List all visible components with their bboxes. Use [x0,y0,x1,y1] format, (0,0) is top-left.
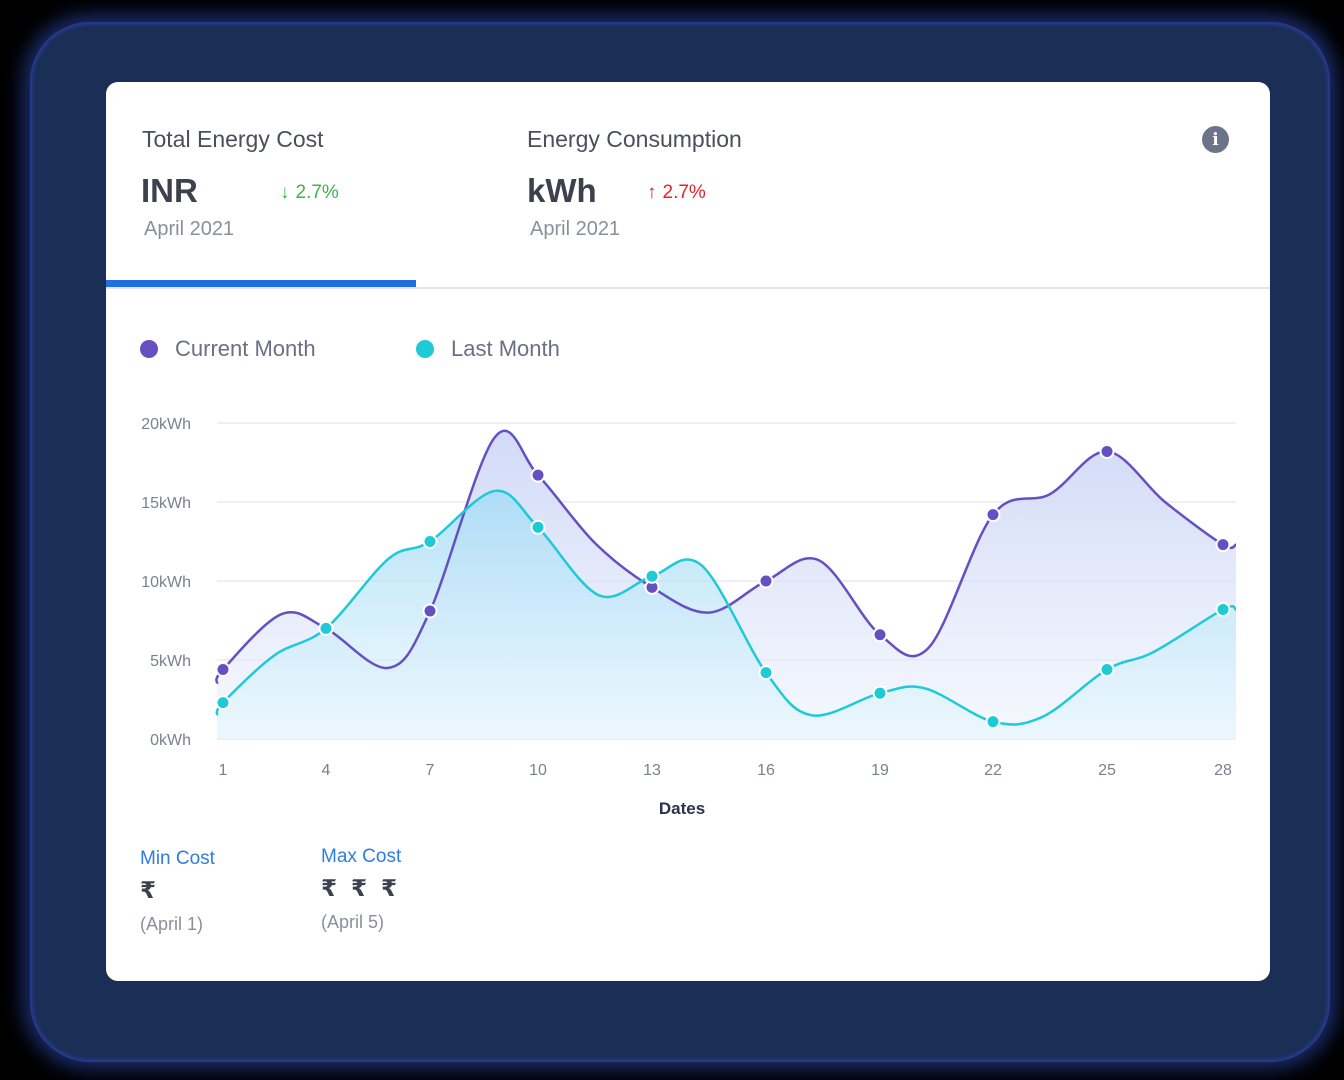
data-point[interactable] [422,534,438,549]
x-tick-label: 10 [529,762,547,779]
delta-badge: ↑ 2.7% [647,182,706,204]
data-point[interactable] [985,714,1001,730]
x-axis-label: Dates [659,799,705,818]
data-point[interactable] [530,519,546,535]
stat-date: (April 1) [140,914,204,934]
data-point[interactable] [422,603,438,619]
x-tick-label: 16 [757,762,775,779]
arrow-down-icon: ↓ [280,182,290,203]
x-tick-label: 7 [426,762,435,779]
y-tick-label: 20kWh [141,416,191,433]
y-tick-label: 0kWh [150,732,191,749]
delta-value: 2.7% [295,182,339,203]
energy-area-chart[interactable]: 0kWh 5kWh 10kWh 15kWh 20kWh 1 4 7 10 13 16 19 22 25 2… [106,82,1270,842]
rupee-icon: ₹ [140,878,160,904]
y-tick-label: 15kWh [141,495,191,512]
energy-dashboard-card: Total Energy Cost INR ↓ 2.7% April 2021 … [106,82,1270,981]
tab-total-energy-cost[interactable]: Total Energy Cost INR ↓ 2.7% April 2021 [106,82,416,288]
tab-period: April 2021 [144,218,235,240]
data-point[interactable] [215,661,231,677]
tab-title: Energy Consumption [527,126,742,152]
stat-label[interactable]: Min Cost [140,848,215,869]
x-tick-label: 1 [219,762,228,779]
delta-value: 2.7% [662,182,706,203]
arrow-up-icon: ↑ [647,182,657,203]
data-point[interactable] [1099,661,1115,677]
max-cost-stat: Max Cost ₹ ₹ ₹ (April 5) [321,846,401,933]
data-point[interactable] [215,695,231,711]
legend-dot-icon [140,340,158,358]
line-current-month [215,429,1237,685]
min-cost-stat: Min Cost ₹ (April 1) [140,848,215,935]
active-tab-indicator [106,280,416,288]
data-point[interactable] [985,507,1001,523]
data-point[interactable] [758,573,774,589]
x-tick-label: 19 [871,762,889,779]
x-tick-label: 25 [1098,762,1116,779]
legend-dot-icon [416,340,434,358]
rupee-icon: ₹ ₹ ₹ [321,876,401,902]
data-point[interactable] [644,568,660,584]
data-point[interactable] [530,467,546,483]
series-points[interactable] [215,443,1231,730]
metric-tabs: Total Energy Cost INR ↓ 2.7% April 2021 … [106,82,1270,289]
data-point[interactable] [872,627,888,643]
x-tick-label: 13 [643,762,661,779]
tab-energy-consumption[interactable]: Energy Consumption kWh ↑ 2.7% April 2021 [416,82,746,288]
data-point[interactable] [758,665,774,681]
legend-item-last-month[interactable]: Last Month [416,336,560,362]
tab-period: April 2021 [530,218,621,240]
data-point[interactable] [1215,601,1231,617]
x-tick-label: 28 [1214,762,1232,779]
stat-date: (April 5) [321,912,385,932]
data-point[interactable] [872,685,888,701]
tab-unit: INR [141,172,198,209]
x-tick-label: 22 [984,762,1002,779]
x-tick-label: 4 [322,762,331,779]
info-icon[interactable]: i [1202,126,1229,153]
legend-label: Last Month [451,336,560,361]
data-point[interactable] [1099,443,1115,459]
tab-unit: kWh [527,172,597,209]
data-point[interactable] [318,620,334,636]
tabs-divider [106,287,1270,289]
line-last-month [215,489,1237,726]
legend-item-current-month[interactable]: Current Month [140,336,416,362]
series-areas [216,430,1236,739]
y-tick-label: 10kWh [141,574,191,591]
chart-legend: Current Month Last Month [140,336,560,362]
tab-title: Total Energy Cost [142,126,324,152]
legend-label: Current Month [175,336,316,361]
area-last-month [216,490,1236,739]
series-lines [215,429,1237,726]
delta-badge: ↓ 2.7% [280,182,339,204]
y-axis: 0kWh 5kWh 10kWh 15kWh 20kWh [141,416,191,749]
y-tick-label: 5kWh [150,653,191,670]
x-axis: 1 4 7 10 13 16 19 22 25 28 [219,762,1232,779]
stat-label[interactable]: Max Cost [321,846,402,867]
data-point[interactable] [1215,537,1231,553]
